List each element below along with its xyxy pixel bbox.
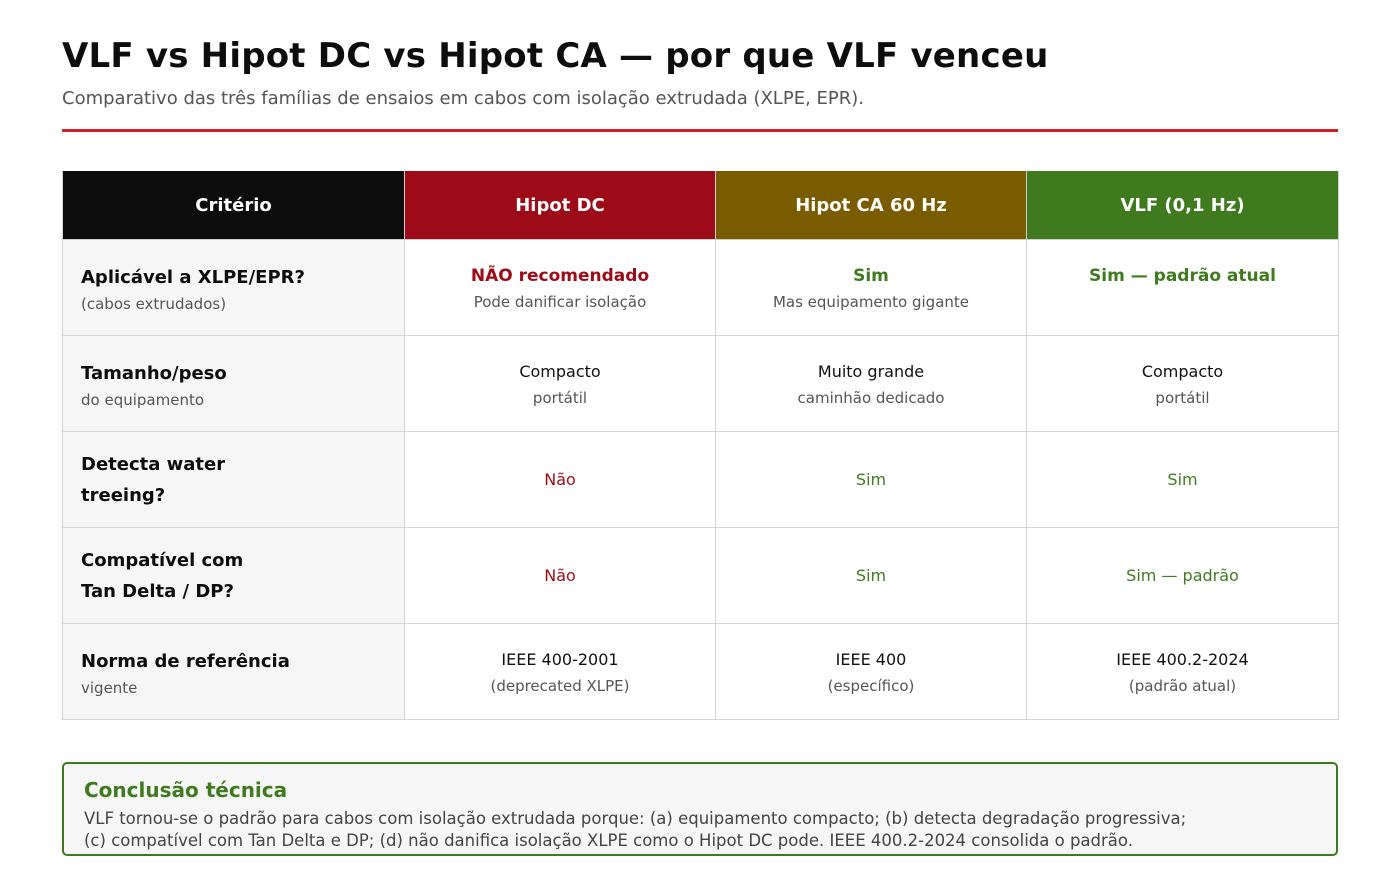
cell-vlf: Sim — padrão atual <box>1026 239 1339 336</box>
cell-vlf: Compacto portátil <box>1026 335 1339 432</box>
cell-hipot-dc: Compacto portátil <box>404 335 716 432</box>
cell-hipot-ca: IEEE 400 (específico) <box>715 623 1027 720</box>
cell-note: portátil <box>532 388 588 407</box>
conclusion-box: Conclusão técnica VLF tornou-se o padrão… <box>62 762 1338 856</box>
header-hipot-ca: Hipot CA 60 Hz <box>715 171 1027 240</box>
criterion-sublabel: do equipamento <box>81 391 205 409</box>
cell-hipot-ca: Muito grande caminhão dedicado <box>715 335 1027 432</box>
cell-hipot-dc: Não <box>404 431 716 528</box>
header-hipot-dc: Hipot DC <box>404 171 716 240</box>
conclusion-title: Conclusão técnica <box>84 778 288 802</box>
header-vlf: VLF (0,1 Hz) <box>1026 171 1339 240</box>
criterion-label: Tamanho/peso <box>81 363 227 384</box>
cell-value: Sim <box>1167 469 1198 489</box>
criterion-cell: Compatível com Tan Delta / DP? <box>62 527 405 624</box>
criterion-cell: Tamanho/peso do equipamento <box>62 335 405 432</box>
table-row: Aplicável a XLPE/EPR? (cabos extrudados) N… <box>62 239 1339 336</box>
criterion-label: Detecta water treeing? <box>81 453 226 506</box>
cell-hipot-ca: Sim <box>715 431 1027 528</box>
cell-value: NÃO recomendado <box>470 265 650 286</box>
cell-vlf: Sim <box>1026 431 1339 528</box>
table-row: Tamanho/peso do equipamento Compacto portát… <box>62 335 1339 432</box>
criterion-sublabel: (cabos extrudados) <box>81 295 227 313</box>
cell-vlf: Sim — padrão <box>1026 527 1339 624</box>
table-row: Norma de referência vigente IEEE 400-2001 (… <box>62 623 1339 720</box>
cell-hipot-dc: NÃO recomendado Pode danificar isolação <box>404 239 716 336</box>
cell-hipot-ca: Sim <box>715 527 1027 624</box>
page-title: VLF vs Hipot DC vs Hipot CA — por que VL… <box>62 36 1049 76</box>
cell-hipot-dc: IEEE 400-2001 (deprecated XLPE) <box>404 623 716 720</box>
title-divider <box>62 129 1338 132</box>
cell-value: IEEE 400.2-2024 <box>1116 649 1249 669</box>
criterion-label: Norma de referência <box>81 651 290 672</box>
cell-value: IEEE 400-2001 <box>501 649 619 669</box>
criterion-cell: Aplicável a XLPE/EPR? (cabos extrudados) <box>62 239 405 336</box>
comparison-table: Critério Hipot DC Hipot CA 60 Hz VLF (0,… <box>62 171 1339 720</box>
cell-value: Sim — padrão <box>1126 565 1239 585</box>
table-header-row: Critério Hipot DC Hipot CA 60 Hz VLF (0,… <box>62 171 1339 240</box>
cell-value: IEEE 400 <box>835 649 907 669</box>
criterion-label: Aplicável a XLPE/EPR? <box>81 267 305 288</box>
cell-hipot-dc: Não <box>404 527 716 624</box>
cell-note: (padrão atual) <box>1128 676 1237 695</box>
cell-value: Compacto <box>519 361 601 381</box>
cell-hipot-ca: Sim Mas equipamento gigante <box>715 239 1027 336</box>
cell-vlf: IEEE 400.2-2024 (padrão atual) <box>1026 623 1339 720</box>
cell-value: Sim <box>855 565 887 585</box>
cell-note: portátil <box>1155 388 1210 407</box>
cell-value: Compacto <box>1141 361 1224 381</box>
conclusion-text-line-1: VLF tornou-se o padrão para cabos com is… <box>84 809 1187 828</box>
criterion-cell: Norma de referência vigente <box>62 623 405 720</box>
criterion-cell: Detecta water treeing? <box>62 431 405 528</box>
cell-value: Sim <box>855 469 887 489</box>
table-row: Detecta water treeing? Não Sim Sim <box>62 431 1339 528</box>
criterion-sublabel: vigente <box>81 679 138 697</box>
cell-value: Sim — padrão atual <box>1089 265 1276 286</box>
table-row: Compatível com Tan Delta / DP? Não Sim Sim … <box>62 527 1339 624</box>
cell-value: Muito grande <box>817 361 925 381</box>
conclusion-text-line-2: (c) compatível com Tan Delta e DP; (d) n… <box>84 831 1133 850</box>
cell-note: Pode danificar isolação <box>473 292 647 311</box>
cell-note: (específico) <box>827 676 915 695</box>
cell-value: Não <box>544 565 576 585</box>
cell-note: (deprecated XLPE) <box>490 676 630 695</box>
cell-note: caminhão dedicado <box>797 388 945 407</box>
cell-spacer <box>1027 293 1338 311</box>
cell-note: Mas equipamento gigante <box>772 292 970 311</box>
page-subtitle: Comparativo das três famílias de ensaios… <box>62 88 864 109</box>
header-criterio: Critério <box>62 171 405 240</box>
cell-value: Não <box>544 469 576 489</box>
cell-value: Sim <box>853 265 889 286</box>
criterion-label: Compatível com Tan Delta / DP? <box>81 549 244 602</box>
